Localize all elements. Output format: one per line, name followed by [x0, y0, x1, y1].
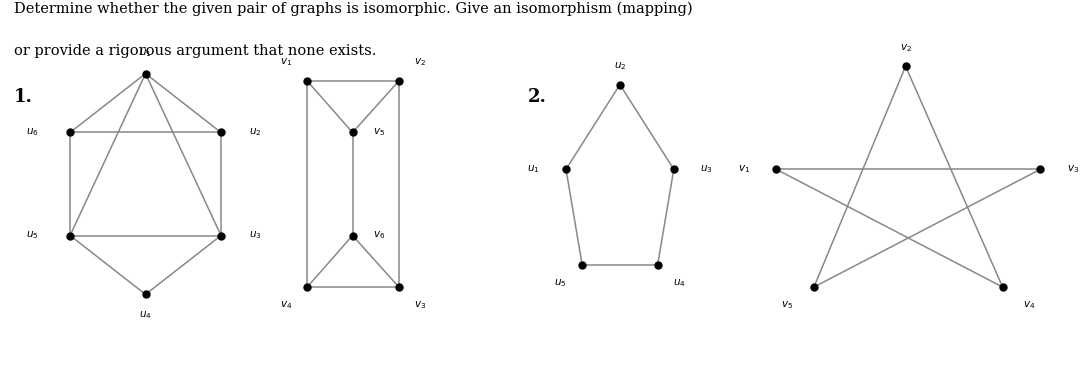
- Text: $\mathit{v}_{5}$: $\mathit{v}_{5}$: [374, 127, 386, 138]
- Text: $\mathit{v}_{3}$: $\mathit{v}_{3}$: [1067, 163, 1079, 175]
- Text: $\mathit{u}_{5}$: $\mathit{u}_{5}$: [26, 230, 39, 241]
- Text: 2.: 2.: [528, 88, 548, 106]
- Text: $\mathit{u}_{1}$: $\mathit{u}_{1}$: [527, 163, 540, 175]
- Text: 1.: 1.: [14, 88, 32, 106]
- Text: $\mathit{v}_{2}$: $\mathit{v}_{2}$: [900, 42, 912, 54]
- Text: $\mathit{v}_{5}$: $\mathit{v}_{5}$: [781, 300, 793, 311]
- Text: $\mathit{u}_{4}$: $\mathit{u}_{4}$: [673, 277, 686, 289]
- Text: $\mathit{u}_{3}$: $\mathit{u}_{3}$: [249, 230, 261, 241]
- Text: or provide a rigorous argument that none exists.: or provide a rigorous argument that none…: [14, 44, 377, 58]
- Text: $\mathit{v}_{2}$: $\mathit{v}_{2}$: [415, 57, 427, 68]
- Text: $\mathit{u}_{4}$: $\mathit{u}_{4}$: [139, 309, 152, 321]
- Text: $\mathit{u}_{2}$: $\mathit{u}_{2}$: [613, 60, 626, 72]
- Text: $\mathit{u}_{5}$: $\mathit{u}_{5}$: [554, 277, 567, 289]
- Text: Determine whether the given pair of graphs is isomorphic. Give an isomorphism (m: Determine whether the given pair of grap…: [14, 2, 692, 16]
- Text: $\mathit{v}_{3}$: $\mathit{v}_{3}$: [415, 300, 427, 311]
- Text: $\mathit{u}_{1}$: $\mathit{u}_{1}$: [139, 47, 152, 59]
- Text: $\mathit{v}_{1}$: $\mathit{v}_{1}$: [280, 57, 292, 68]
- Text: $\mathit{u}_{2}$: $\mathit{u}_{2}$: [249, 127, 261, 138]
- Text: $\mathit{v}_{1}$: $\mathit{v}_{1}$: [738, 163, 750, 175]
- Text: $\mathit{v}_{4}$: $\mathit{v}_{4}$: [280, 300, 292, 311]
- Text: $\mathit{u}_{6}$: $\mathit{u}_{6}$: [26, 127, 39, 138]
- Text: $\mathit{u}_{3}$: $\mathit{u}_{3}$: [700, 163, 713, 175]
- Text: $\mathit{v}_{6}$: $\mathit{v}_{6}$: [374, 230, 386, 241]
- Text: $\mathit{v}_{4}$: $\mathit{v}_{4}$: [1024, 300, 1036, 311]
